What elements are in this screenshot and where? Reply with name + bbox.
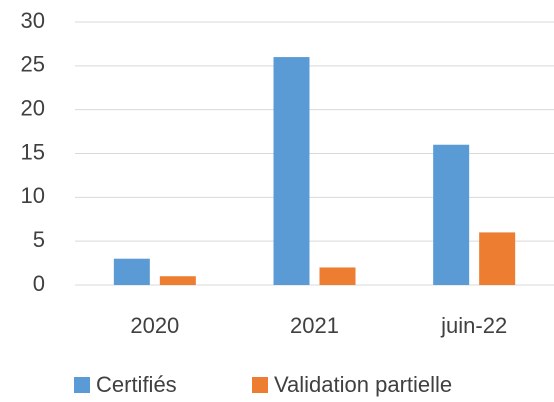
y-tick-label: 30 xyxy=(21,8,45,33)
bar xyxy=(319,267,356,285)
x-tick-label: 2021 xyxy=(290,313,339,338)
y-tick-label: 0 xyxy=(33,271,45,296)
legend-swatch xyxy=(74,377,90,393)
legend-label: Certifiés xyxy=(96,372,177,397)
y-tick-label: 25 xyxy=(21,52,45,77)
bar xyxy=(273,57,310,285)
bar xyxy=(479,232,516,285)
bar xyxy=(113,258,150,285)
x-tick-label: 2020 xyxy=(130,313,179,338)
legend-swatch xyxy=(252,377,268,393)
bar xyxy=(159,276,196,285)
y-tick-label: 10 xyxy=(21,183,45,208)
bar xyxy=(433,144,470,285)
y-tick-label: 20 xyxy=(21,95,45,120)
y-tick-label: 5 xyxy=(33,227,45,252)
x-tick-label: juin-22 xyxy=(440,313,507,338)
y-tick-label: 15 xyxy=(21,139,45,164)
legend-label: Validation partielle xyxy=(274,372,452,397)
